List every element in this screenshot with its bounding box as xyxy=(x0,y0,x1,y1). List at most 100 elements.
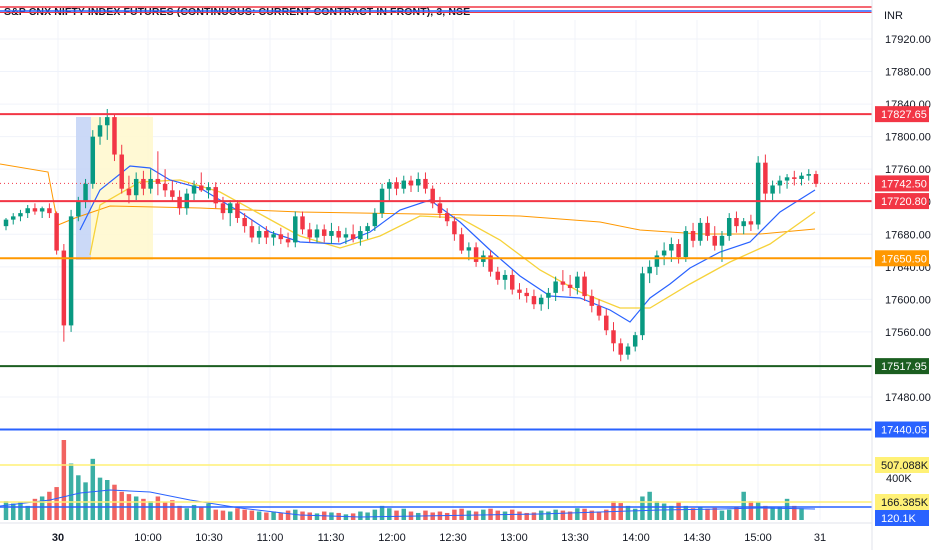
orange-average-line xyxy=(0,163,816,235)
volume-bar xyxy=(133,496,139,520)
candle-body xyxy=(126,188,132,196)
candle-body xyxy=(466,247,472,251)
volume-bar xyxy=(553,509,558,520)
volume-bar xyxy=(423,510,428,520)
volume-tick-label: 400K xyxy=(886,473,912,485)
x-tick-label: 31 xyxy=(814,532,826,544)
candle-body xyxy=(68,216,74,326)
candle-body xyxy=(806,174,812,176)
candle-body xyxy=(669,244,674,251)
volume-bar xyxy=(105,480,110,520)
volume-bar xyxy=(54,487,59,520)
volume-bar xyxy=(220,510,226,520)
volume-bar xyxy=(199,506,204,520)
candle-body xyxy=(444,213,450,222)
volume-bar xyxy=(39,496,45,520)
volume-bar xyxy=(184,508,190,520)
volume-bar xyxy=(191,504,197,520)
candle-body xyxy=(430,188,435,204)
candle-body xyxy=(792,177,797,179)
volume-average-line xyxy=(0,489,816,518)
y-tick-label: 17800.00 xyxy=(885,132,931,144)
candle-body xyxy=(690,231,696,241)
volume-level-tag-bg xyxy=(875,457,929,473)
candle-body xyxy=(314,229,320,238)
volume-bar xyxy=(604,509,609,520)
volume-bar xyxy=(683,505,689,520)
volume-bar xyxy=(18,502,23,520)
y-tick-label: 17680.00 xyxy=(885,229,931,241)
x-tick-label: 10:00 xyxy=(134,532,162,544)
candle-body xyxy=(242,218,247,227)
volume-bar xyxy=(76,475,81,520)
candle-body xyxy=(47,208,52,214)
price-level-tag-bg xyxy=(875,106,929,123)
candle-body xyxy=(133,178,139,196)
volume-bar xyxy=(611,501,616,520)
volume-bar xyxy=(669,505,674,520)
candle-body xyxy=(271,234,276,238)
price-level-tag-bg xyxy=(875,250,929,267)
volume-bar xyxy=(632,508,638,520)
candle-body xyxy=(777,180,783,186)
candle-body xyxy=(358,231,363,240)
volume-bar xyxy=(748,501,754,520)
candle-body xyxy=(567,284,573,288)
volume-bar xyxy=(546,511,551,520)
candle-body xyxy=(618,343,623,355)
volume-bar xyxy=(676,502,681,520)
candle-body xyxy=(813,174,819,184)
candle-body xyxy=(83,183,88,202)
candle-body xyxy=(213,187,218,204)
volume-bar xyxy=(495,510,501,520)
x-tick-label: 30 xyxy=(52,532,64,544)
x-tick-label: 10:30 xyxy=(195,532,223,544)
candle-body xyxy=(437,203,443,214)
candle-body xyxy=(698,222,703,241)
volume-bar xyxy=(358,511,363,520)
candle-body xyxy=(119,154,124,189)
volume-bar xyxy=(271,511,276,520)
currency-label: INR xyxy=(884,10,903,22)
candle-body xyxy=(18,213,23,217)
candle-body xyxy=(495,271,501,280)
candle-body xyxy=(177,196,182,209)
candle-body xyxy=(264,231,269,238)
volume-bar xyxy=(444,512,450,520)
volume-bar xyxy=(799,508,804,520)
candle-body xyxy=(452,221,457,235)
volume-bar xyxy=(119,491,124,520)
volume-bar xyxy=(394,510,399,520)
candle-body xyxy=(76,201,81,217)
candle-body xyxy=(343,234,349,238)
candle-body xyxy=(531,296,537,305)
candle-body xyxy=(763,162,768,194)
volume-bar xyxy=(47,491,52,520)
candle-body xyxy=(661,250,667,256)
volume-bar xyxy=(235,508,240,520)
volume-bar xyxy=(770,507,775,520)
volume-bar xyxy=(256,511,262,520)
candle-body xyxy=(25,208,30,214)
volume-bar xyxy=(206,503,211,520)
volume-bar xyxy=(712,507,717,520)
candle-body xyxy=(683,231,689,258)
candle-body xyxy=(105,117,110,126)
candle-body xyxy=(235,203,240,218)
candle-body xyxy=(423,178,428,189)
candle-body xyxy=(329,231,334,236)
y-tick-label: 17920.00 xyxy=(885,34,931,46)
candle-body xyxy=(32,208,38,212)
y-tick-label: 17560.00 xyxy=(885,327,931,339)
x-tick-label: 12:00 xyxy=(378,532,406,544)
candle-body xyxy=(719,235,725,246)
candle-body xyxy=(191,185,197,194)
volume-bar xyxy=(97,477,103,520)
volume-bar xyxy=(314,513,320,520)
candle-body xyxy=(401,180,407,189)
volume-bar xyxy=(538,510,544,520)
y-tick-label: 17880.00 xyxy=(885,67,931,79)
candle-body xyxy=(155,178,161,184)
